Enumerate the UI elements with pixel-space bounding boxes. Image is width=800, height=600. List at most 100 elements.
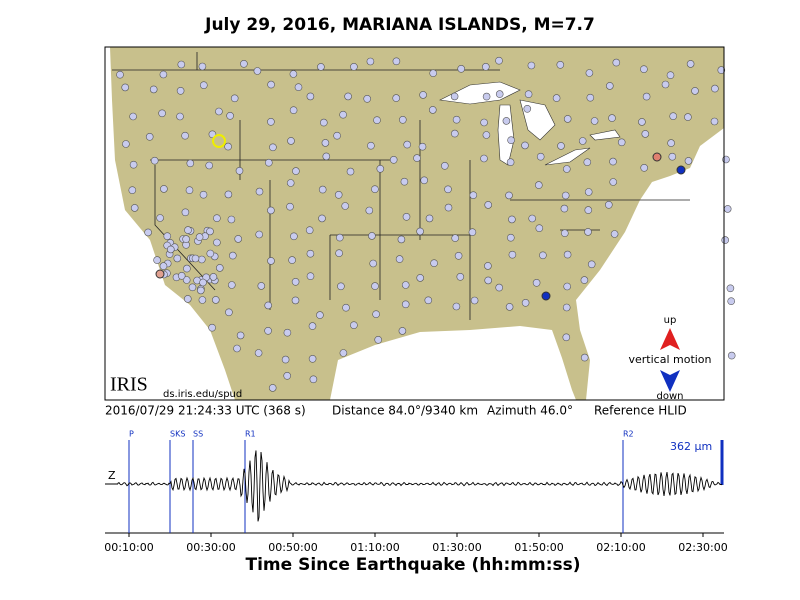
station — [563, 282, 572, 291]
station — [373, 116, 381, 124]
station — [334, 191, 343, 199]
station — [642, 92, 651, 101]
station — [177, 60, 186, 69]
station — [401, 300, 410, 309]
station — [669, 112, 678, 120]
station — [199, 278, 207, 287]
x-tick-label: 01:30:00 — [432, 541, 481, 554]
station — [721, 236, 730, 244]
station — [224, 190, 233, 199]
station — [398, 327, 407, 335]
station — [400, 177, 409, 186]
station — [160, 185, 168, 193]
station — [208, 323, 216, 332]
station — [227, 215, 236, 224]
station — [684, 113, 692, 121]
station — [264, 158, 273, 167]
station — [290, 232, 298, 241]
station — [181, 131, 189, 140]
station — [145, 133, 154, 141]
station — [291, 296, 300, 305]
station — [429, 69, 438, 77]
station — [495, 56, 503, 65]
station — [556, 61, 565, 69]
station — [452, 115, 461, 124]
station — [539, 251, 547, 260]
station — [306, 92, 315, 101]
station — [505, 191, 513, 200]
station — [419, 91, 427, 99]
station — [213, 214, 221, 222]
station — [159, 70, 168, 79]
phase-label: R2 — [623, 430, 634, 439]
x-tick-label: 02:30:00 — [678, 541, 727, 554]
station — [268, 384, 277, 392]
station — [309, 375, 318, 384]
station — [286, 202, 294, 211]
station — [185, 186, 194, 194]
logo: IRIS — [110, 374, 148, 396]
station — [234, 235, 242, 243]
state-borders — [112, 52, 690, 320]
station — [254, 349, 263, 357]
station — [197, 286, 205, 295]
station — [482, 92, 491, 101]
station — [484, 262, 492, 270]
scale-label: 362 μm — [670, 440, 712, 453]
station — [236, 331, 245, 340]
map-frame — [104, 46, 725, 401]
station — [691, 87, 699, 95]
station — [562, 333, 571, 342]
legend-down: down — [657, 391, 684, 402]
station — [281, 355, 290, 364]
station — [289, 106, 298, 114]
station — [205, 161, 213, 170]
station-up — [155, 269, 165, 279]
station — [186, 159, 195, 168]
station — [213, 238, 221, 247]
station — [584, 206, 593, 214]
station — [264, 326, 272, 335]
station — [215, 107, 223, 116]
station — [587, 260, 596, 269]
station — [484, 276, 493, 285]
station — [450, 92, 459, 101]
pacific — [105, 47, 235, 400]
station — [536, 152, 545, 161]
station — [224, 142, 232, 151]
station — [425, 214, 434, 223]
station — [376, 165, 385, 173]
station — [158, 109, 166, 118]
station — [253, 67, 262, 75]
station — [182, 235, 190, 243]
station — [495, 283, 504, 292]
station — [480, 118, 488, 127]
station — [191, 254, 200, 263]
station — [264, 301, 273, 310]
station — [341, 202, 350, 210]
station-down — [541, 291, 551, 301]
station — [283, 328, 292, 337]
station — [506, 233, 515, 242]
station — [163, 232, 172, 240]
station — [609, 157, 617, 166]
station — [184, 226, 192, 234]
station — [469, 191, 478, 199]
channel: Z — [108, 469, 116, 482]
station — [306, 249, 315, 258]
station — [150, 156, 159, 165]
station — [532, 278, 541, 287]
station — [292, 167, 300, 175]
station — [562, 165, 571, 173]
station — [308, 322, 317, 330]
station — [484, 201, 493, 209]
station — [480, 154, 488, 163]
station — [255, 187, 264, 196]
station — [451, 234, 460, 242]
atlantic — [576, 128, 724, 400]
station — [506, 158, 515, 166]
legend-up: up — [664, 315, 677, 326]
phase-label: SS — [193, 430, 203, 439]
station — [289, 70, 298, 78]
